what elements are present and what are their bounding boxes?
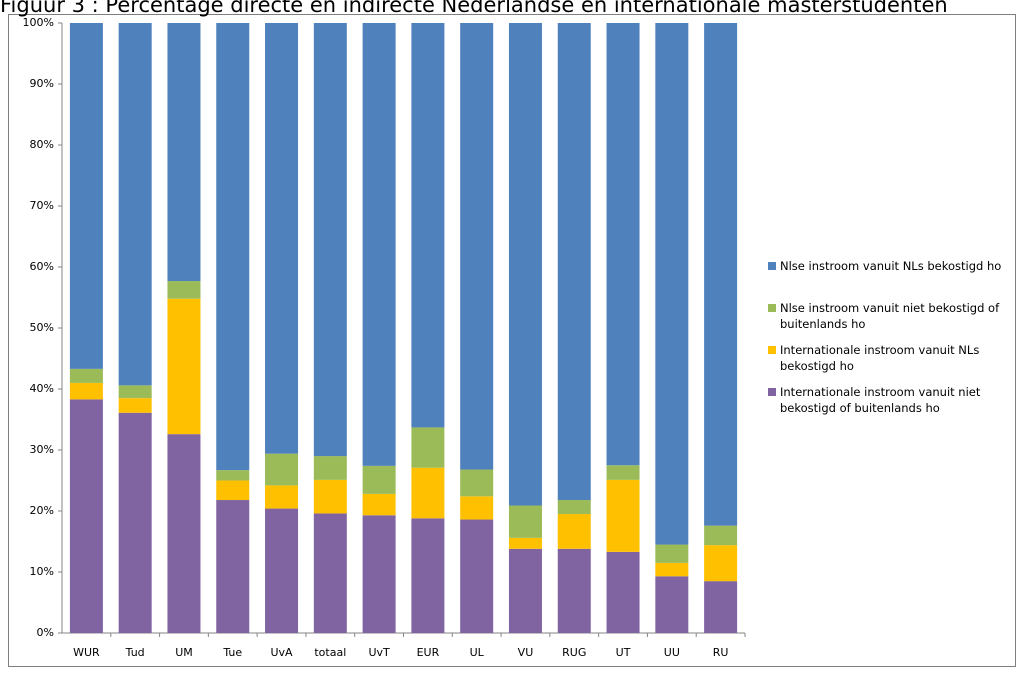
bar-segment [606,465,640,480]
bar-segment [460,496,494,520]
bar-segment [508,537,542,549]
bar-segment [167,434,201,633]
bar-segment [704,525,738,546]
bar-segment [216,470,250,481]
bar-segment [557,514,591,549]
bar-segment [704,581,738,633]
y-tick-label: 80% [30,138,54,151]
bar-segment [704,23,738,526]
bar-segment [411,23,445,428]
y-tick-label: 70% [30,199,54,212]
legend-swatch [768,388,776,396]
legend-swatch [768,262,776,270]
bar-segment [167,298,201,435]
bar-segment [508,23,542,506]
legend-entry: Nlse instroom vanuit niet bekostigd of b… [768,300,1005,332]
y-tick-label: 60% [30,260,54,273]
bar-segment [557,548,591,633]
legend-entry: Nlse instroom vanuit NLs bekostigd ho [768,258,1005,274]
bar-segment [362,493,396,516]
bar-segment [557,23,591,501]
bar-segment [216,500,250,633]
bar-segment [411,467,445,519]
bar-segment [216,480,250,501]
bar-segment [508,505,542,538]
legend-swatch [768,346,776,354]
x-tick-label: UL [470,646,485,659]
x-tick-label: VU [518,646,534,659]
bar-segment [167,281,201,299]
bar-segment [313,23,347,457]
x-tick-label: Tud [125,646,145,659]
bar-segment [69,399,103,633]
bar-segment [69,368,103,383]
bar-segment [118,23,152,386]
x-tick-label: RUG [562,646,586,659]
y-tick-label: 90% [30,77,54,90]
x-tick-label: UvA [270,646,293,659]
bar-segment [411,427,445,468]
y-tick-label: 40% [30,382,54,395]
x-tick-label: EUR [417,646,440,659]
bar-segment [362,515,396,633]
y-tick-label: 30% [30,443,54,456]
bar-segment [508,548,542,633]
bar-segment [265,23,299,454]
legend-label: Nlse instroom vanuit niet bekostigd of b… [780,301,1000,331]
bar-segment [362,465,396,494]
legend-label: Internationale instroom vanuit NLs bekos… [780,343,980,373]
y-tick-label: 100% [23,16,54,29]
x-tick-label: UM [175,646,193,659]
bar-segment [313,513,347,633]
bar-segment [313,456,347,480]
y-tick-label: 0% [37,626,54,639]
bar-segment [69,23,103,369]
bar-segment [460,519,494,633]
x-tick-label: totaal [314,646,346,659]
bar-segment [655,544,689,563]
bar-segment [655,23,689,545]
bar-segment [704,545,738,582]
bar-segment [362,23,396,466]
x-tick-label: UU [664,646,680,659]
bar-segment [460,469,494,497]
chart-title: Figuur 3 : Percentage directe en indirec… [0,0,948,17]
x-tick-label: RU [713,646,729,659]
bar-segment [216,23,250,471]
bar-segment [655,576,689,633]
bar-segment [606,479,640,552]
y-tick-label: 20% [30,504,54,517]
bar-segment [118,412,152,633]
bar-segment [265,508,299,633]
x-tick-label: WUR [73,646,100,659]
legend-label: Internationale instroom vanuit niet beko… [780,385,981,415]
legend-entry: Internationale instroom vanuit niet beko… [768,384,1005,416]
bar-segment [313,479,347,514]
bar-segment [167,23,201,282]
bar-segment [265,453,299,486]
y-tick-label: 10% [30,565,54,578]
legend-swatch [768,304,776,312]
y-tick-label: 50% [30,321,54,334]
bar-segment [606,551,640,633]
bar-segment [460,23,494,470]
x-tick-label: Tue [222,646,242,659]
bar-segment [557,500,591,515]
legend-entry: Internationale instroom vanuit NLs bekos… [768,342,1005,374]
x-tick-label: UT [616,646,631,659]
bar-segment [118,398,152,413]
bar-segment [265,485,299,509]
bar-segment [655,562,689,577]
x-tick-label: UvT [368,646,390,659]
bar-segment [118,385,152,399]
bar-segment [411,518,445,633]
bar-segment [606,23,640,466]
bar-segment [69,382,103,400]
legend-label: Nlse instroom vanuit NLs bekostigd ho [780,259,1002,273]
